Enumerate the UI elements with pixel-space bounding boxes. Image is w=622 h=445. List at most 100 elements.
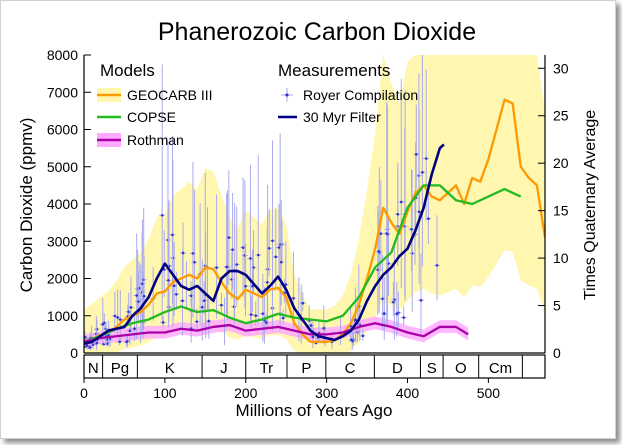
royer-point (249, 257, 252, 260)
royer-point (264, 321, 268, 324)
royer-point (141, 282, 144, 286)
royer-point (225, 265, 228, 269)
y-right-tick-label: 10 (553, 250, 569, 266)
royer-point (427, 217, 430, 221)
royer-point (171, 233, 174, 237)
y-right-tick-label: 25 (553, 108, 569, 124)
royer-point (424, 157, 428, 160)
royer-point (361, 334, 365, 338)
royer-point (402, 316, 406, 319)
y-tick-label: 0 (70, 345, 78, 361)
y-tick-label: 7000 (47, 84, 78, 100)
y-right-tick-label: 0 (553, 345, 561, 361)
y-right-tick-label: 20 (553, 155, 569, 171)
y-tick-label: 2000 (47, 271, 78, 287)
royer-point (220, 303, 223, 307)
royer-point (191, 252, 195, 255)
y-tick-label: 6000 (47, 122, 78, 138)
royer-point (241, 246, 245, 249)
royer-point (244, 284, 247, 288)
x-tick-label: 0 (80, 385, 88, 401)
royer-point (116, 316, 119, 319)
y-tick-label: 4000 (47, 196, 78, 212)
royer-point (251, 284, 254, 288)
legend-royer-label: Royer Compilation (303, 87, 418, 103)
royer-point (382, 312, 386, 315)
royer-point (249, 313, 253, 316)
y-tick-label: 8000 (47, 47, 78, 63)
geocarb-uncertainty-band (84, 55, 545, 353)
royer-point (417, 210, 421, 214)
royer-point (419, 298, 423, 302)
royer-point (127, 310, 131, 314)
royer-point (309, 324, 313, 327)
royer-point (271, 239, 274, 243)
royer-point (414, 153, 418, 156)
royer-point (175, 292, 178, 296)
legend-rothman-label: Rothman (127, 132, 184, 148)
royer-point (301, 301, 305, 305)
period-label: D (392, 360, 403, 377)
royer-point (135, 294, 139, 297)
royer-point (267, 247, 271, 250)
royer-point (118, 318, 122, 321)
royer-point (128, 329, 132, 333)
y-tick-label: 5000 (47, 159, 78, 175)
royer-point (350, 338, 353, 342)
x-tick-label: 100 (153, 385, 177, 401)
royer-point (281, 316, 285, 320)
royer-point (207, 319, 211, 323)
y-tick-label: 3000 (47, 233, 78, 249)
x-tick-label: 400 (396, 385, 420, 401)
royer-point (292, 296, 295, 300)
royer-point (279, 260, 283, 264)
royer-point (142, 294, 146, 298)
chart-title: Phanerozoic Carbon Dioxide (158, 18, 476, 46)
royer-point (161, 321, 165, 324)
royer-point (160, 213, 164, 217)
royer-point (284, 283, 288, 286)
royer-point (101, 323, 105, 326)
royer-point (396, 212, 400, 216)
period-label: N (88, 360, 99, 377)
y-tick-label: 1000 (47, 308, 78, 324)
period-label: S (427, 360, 437, 377)
legend-copse-label: COPSE (127, 109, 176, 125)
y-right-tick-label: 15 (553, 203, 569, 219)
royer-point (125, 340, 128, 344)
royer-point (162, 268, 166, 271)
royer-point (167, 279, 170, 282)
royer-point (254, 314, 258, 317)
royer-point (189, 294, 193, 298)
royer-point (85, 344, 89, 347)
geocarb-line (84, 98, 545, 343)
x-tick-label: 300 (315, 385, 339, 401)
royer-point (181, 299, 184, 303)
royer-point (129, 306, 133, 309)
royer-point (261, 312, 265, 315)
period-label: O (455, 360, 467, 377)
period-label: Tr (260, 360, 274, 377)
royer-point (265, 280, 269, 284)
royer-point (235, 263, 239, 266)
royer-point (181, 251, 185, 255)
y-axis-right-label: Times Quaternary Average (582, 110, 599, 300)
royer-point (377, 250, 381, 253)
period-label: C (345, 360, 356, 377)
period-label: Cm (489, 360, 512, 377)
period-label: Pg (111, 360, 129, 377)
royer-point (200, 305, 204, 309)
royer-point (256, 253, 260, 257)
y-axis-label: Carbon Dioxide (ppmv) (17, 118, 36, 293)
royer-point (133, 327, 136, 331)
royer-point (395, 312, 399, 316)
royer-point (311, 335, 315, 339)
royer-point (381, 297, 384, 301)
legend-royer-point (285, 93, 289, 97)
period-label: P (301, 360, 311, 377)
period-label: J (220, 360, 228, 377)
y-right-tick-label: 30 (553, 60, 569, 76)
royer-point (88, 346, 92, 349)
x-tick-label: 200 (234, 385, 258, 401)
